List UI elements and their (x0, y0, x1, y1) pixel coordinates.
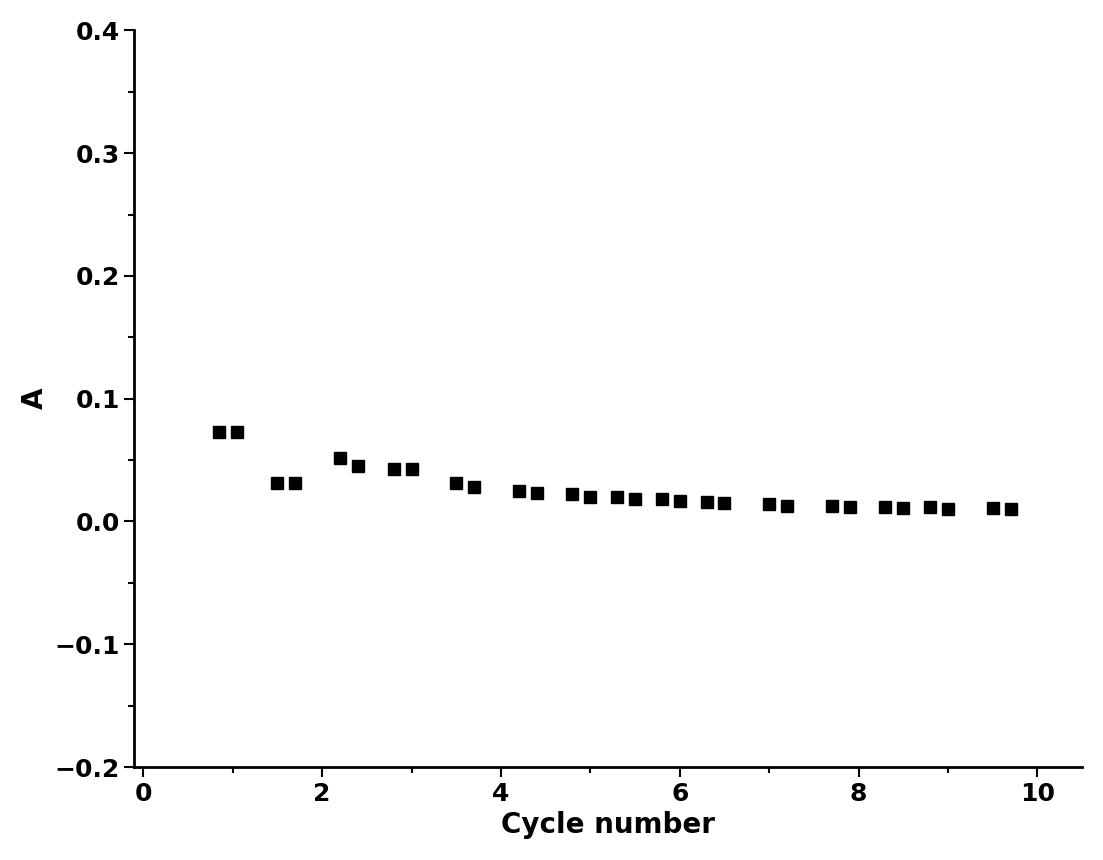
Y-axis label: A: A (21, 388, 49, 409)
X-axis label: Cycle number: Cycle number (501, 811, 715, 839)
